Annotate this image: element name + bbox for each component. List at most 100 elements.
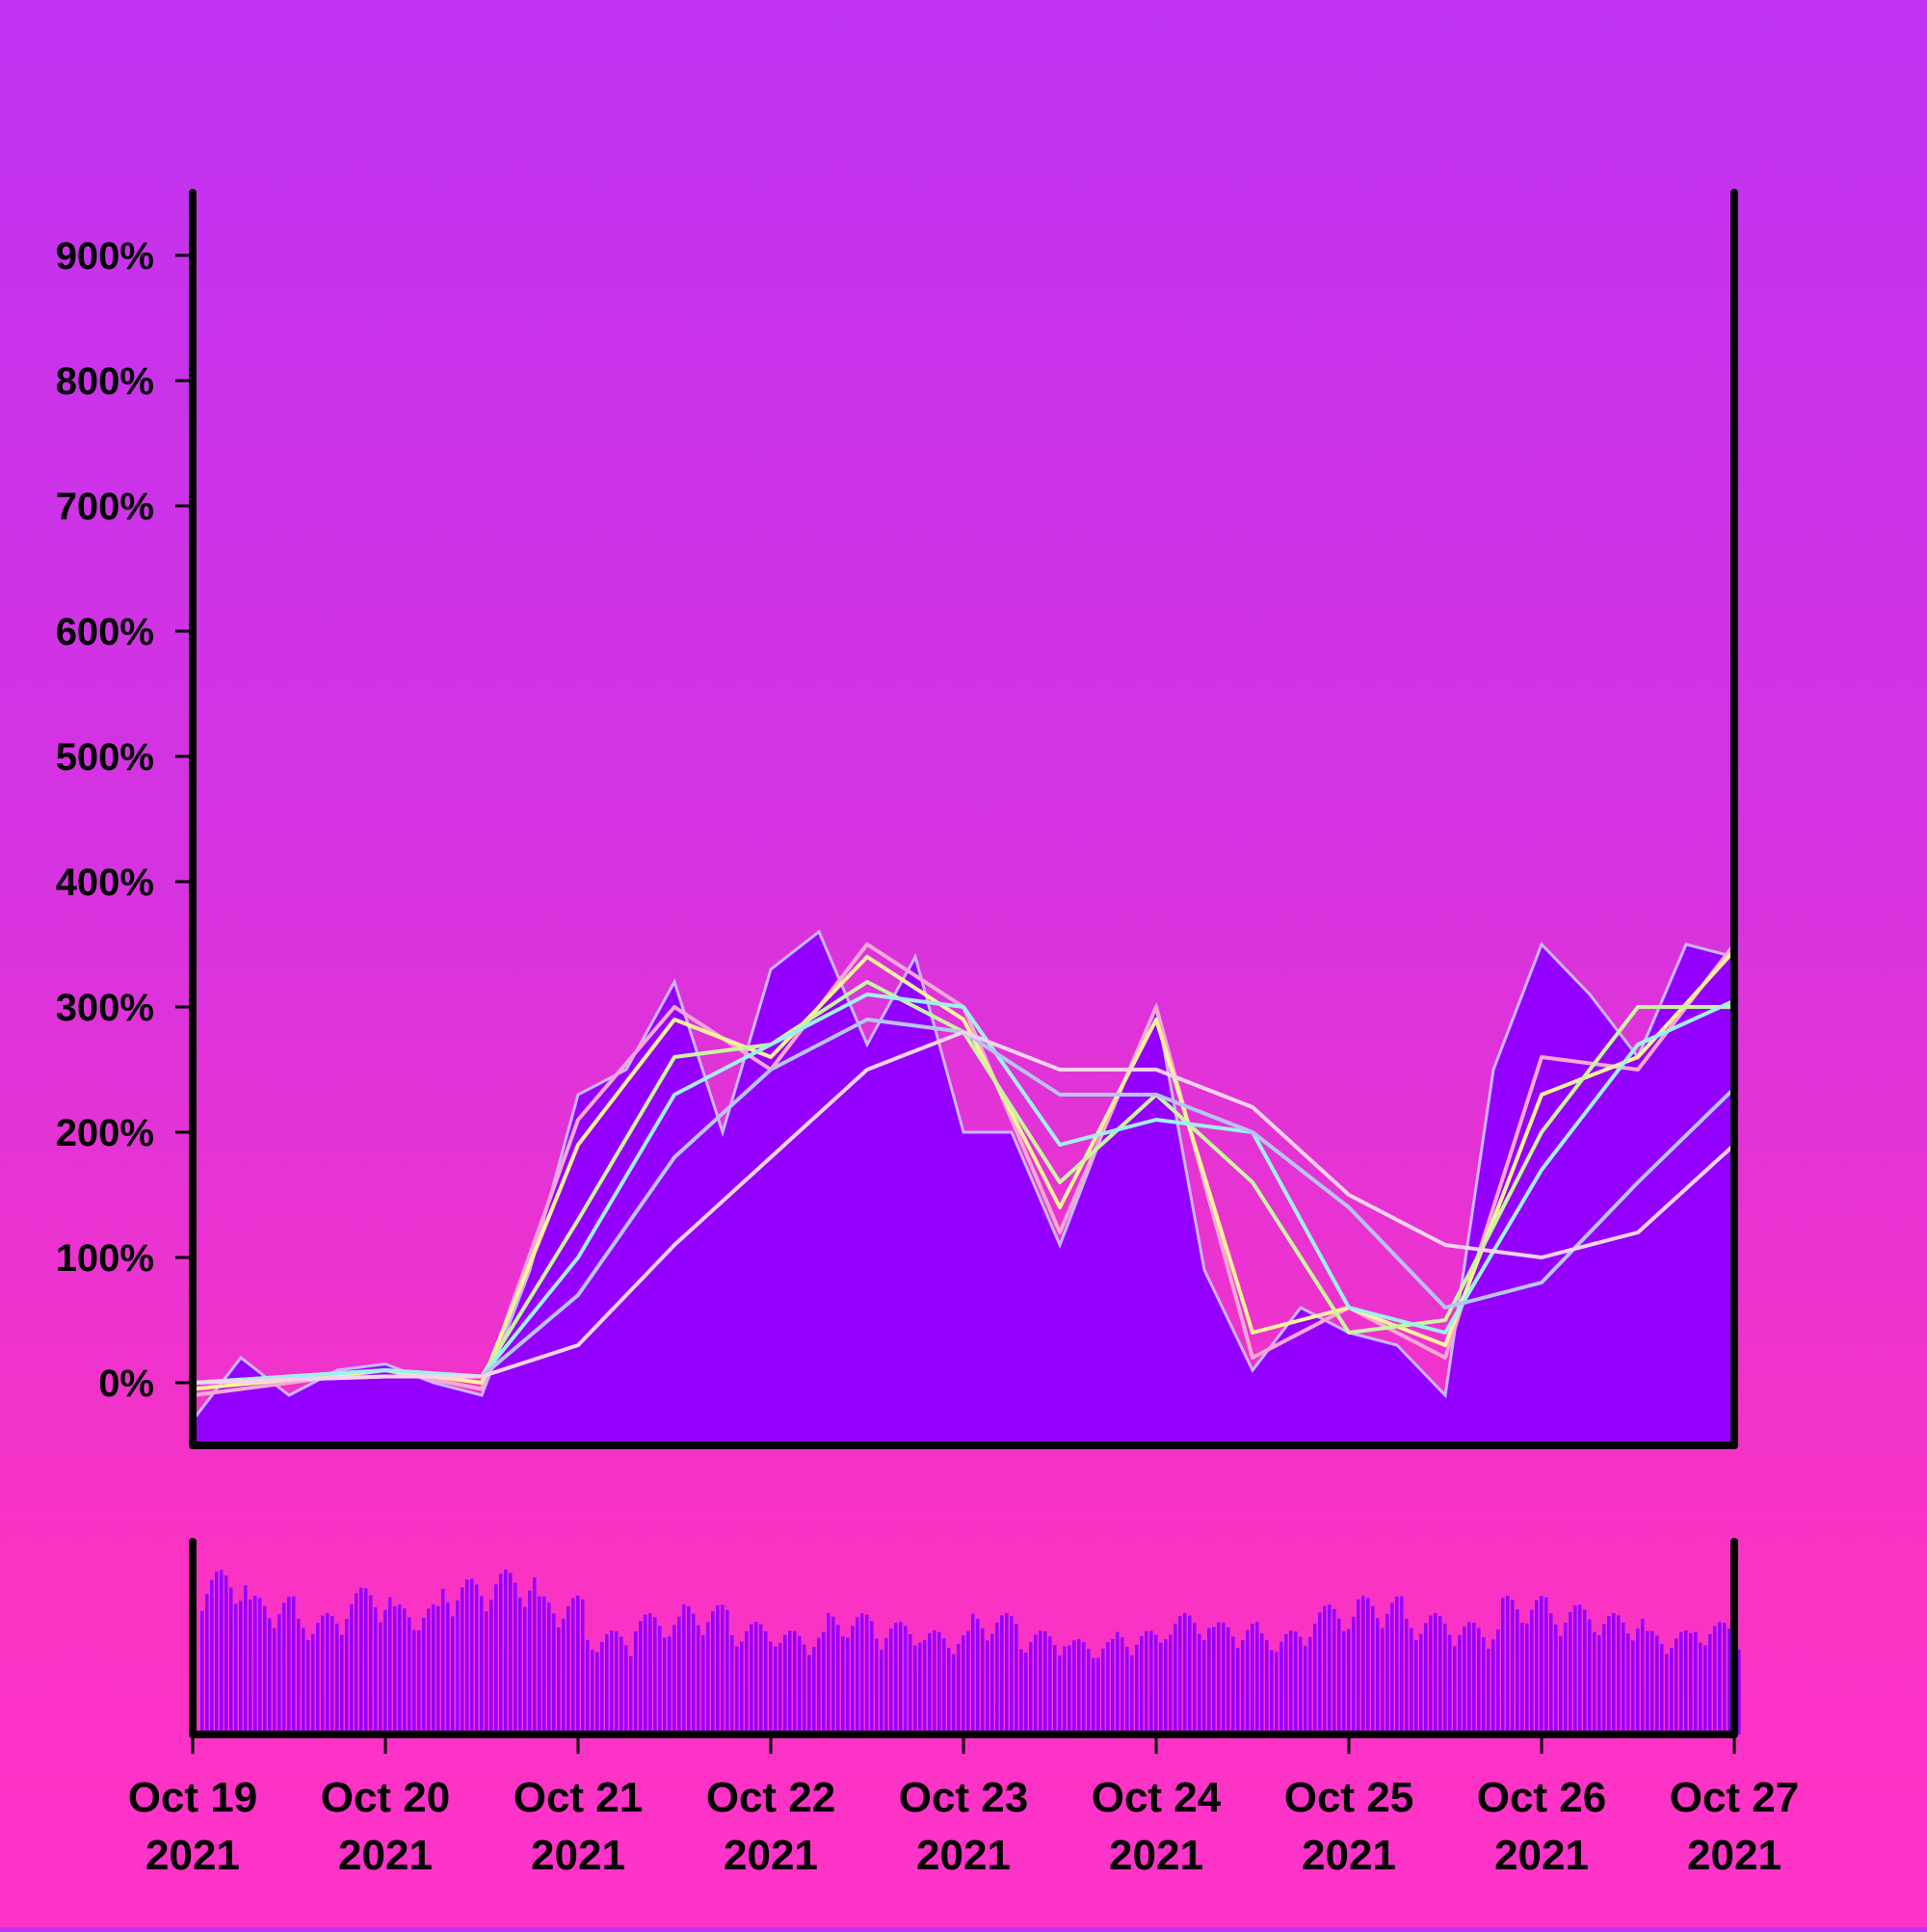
volume-bar bbox=[1087, 1649, 1091, 1734]
volume-bar bbox=[986, 1640, 990, 1734]
volume-bar bbox=[1694, 1631, 1698, 1734]
y-tick-label: 400% bbox=[56, 861, 154, 904]
volume-bar bbox=[663, 1637, 667, 1734]
x-tick-label-date: Oct 24 bbox=[1092, 1774, 1222, 1821]
volume-bar bbox=[1198, 1633, 1201, 1734]
volume-bar bbox=[1424, 1623, 1428, 1734]
volume-bar bbox=[1448, 1634, 1452, 1734]
volume-bar bbox=[1487, 1649, 1491, 1734]
volume-bar bbox=[210, 1579, 214, 1734]
volume-bar bbox=[1111, 1639, 1115, 1734]
volume-bar bbox=[1265, 1640, 1269, 1734]
volume-bar bbox=[870, 1621, 874, 1734]
volume-bar bbox=[1072, 1640, 1076, 1734]
volume-bar bbox=[1015, 1624, 1018, 1734]
volume-bar bbox=[518, 1597, 522, 1734]
volume-bar bbox=[1511, 1600, 1515, 1734]
volume-bar bbox=[754, 1622, 758, 1734]
volume-bar bbox=[1386, 1614, 1389, 1734]
volume-bar bbox=[470, 1578, 474, 1734]
volume-bar bbox=[851, 1626, 855, 1734]
volume-bar bbox=[880, 1649, 884, 1734]
volume-bar bbox=[933, 1630, 937, 1734]
volume-bar bbox=[793, 1630, 797, 1734]
volume-bar bbox=[1540, 1596, 1544, 1734]
plot-area bbox=[193, 929, 1734, 1445]
volume-bar bbox=[639, 1621, 643, 1734]
x-tick-label-year: 2021 bbox=[1302, 1832, 1396, 1879]
volume-bar bbox=[620, 1636, 623, 1734]
volume-bar bbox=[1708, 1634, 1712, 1734]
volume-bar bbox=[832, 1616, 835, 1734]
volume-bar bbox=[673, 1625, 676, 1734]
volume-bar bbox=[499, 1574, 503, 1734]
volume-bar bbox=[706, 1622, 710, 1734]
volume-bar bbox=[1641, 1619, 1645, 1734]
volume-bar bbox=[1458, 1634, 1462, 1734]
volume-bar bbox=[1260, 1633, 1264, 1734]
volume-bar bbox=[422, 1617, 426, 1734]
volume-bar bbox=[846, 1637, 850, 1734]
x-tick-label-year: 2021 bbox=[724, 1832, 818, 1879]
volume-bar bbox=[1116, 1631, 1120, 1734]
volume-bar bbox=[374, 1607, 378, 1734]
volume-panel bbox=[189, 1538, 1741, 1738]
volume-bar bbox=[1559, 1635, 1563, 1734]
volume-bar bbox=[258, 1598, 262, 1734]
volume-bar bbox=[509, 1573, 513, 1734]
volume-bar bbox=[928, 1632, 932, 1734]
volume-bar bbox=[687, 1606, 691, 1734]
volume-bar bbox=[1034, 1634, 1038, 1734]
volume-bar bbox=[249, 1600, 252, 1734]
volume-bar bbox=[504, 1570, 508, 1734]
volume-bar bbox=[1689, 1632, 1693, 1734]
volume-bar bbox=[1496, 1629, 1500, 1734]
volume-bar bbox=[446, 1601, 450, 1734]
volume-bar bbox=[1414, 1640, 1418, 1734]
y-tick-label: 500% bbox=[56, 736, 154, 779]
volume-bar bbox=[1622, 1622, 1625, 1734]
x-tick-label-date: Oct 26 bbox=[1477, 1774, 1607, 1821]
volume-bar bbox=[533, 1577, 537, 1734]
volume-bar bbox=[918, 1642, 922, 1734]
volume-bar bbox=[822, 1631, 826, 1734]
volume-bar bbox=[1024, 1652, 1028, 1734]
volume-bar bbox=[1058, 1655, 1062, 1734]
volume-bar bbox=[379, 1622, 383, 1734]
volume-bar bbox=[306, 1640, 310, 1734]
volume-bar bbox=[1626, 1633, 1630, 1734]
volume-bar bbox=[1578, 1604, 1582, 1734]
volume-bar bbox=[1318, 1612, 1322, 1734]
volume-bar bbox=[1516, 1609, 1519, 1734]
x-tick-label-year: 2021 bbox=[145, 1832, 240, 1879]
volume-bar bbox=[947, 1647, 951, 1734]
volume-bar bbox=[653, 1617, 657, 1734]
volume-bar bbox=[514, 1582, 517, 1734]
x-tick-label-year: 2021 bbox=[916, 1832, 1011, 1879]
volume-bar bbox=[224, 1575, 228, 1734]
y-tick-label: 800% bbox=[56, 360, 154, 403]
volume-bar bbox=[692, 1613, 696, 1734]
volume-bar bbox=[1650, 1630, 1654, 1734]
volume-bar bbox=[1145, 1630, 1148, 1734]
volume-bar bbox=[774, 1646, 778, 1734]
volume-bar bbox=[1063, 1646, 1067, 1734]
volume-bar bbox=[1207, 1628, 1211, 1734]
volume-bar bbox=[1236, 1648, 1240, 1734]
volume-bar bbox=[1169, 1634, 1173, 1734]
volume-bar bbox=[779, 1642, 782, 1734]
volume-bar bbox=[1183, 1613, 1187, 1734]
volume-bar bbox=[860, 1613, 864, 1734]
x-tick-label-year: 2021 bbox=[531, 1832, 625, 1879]
volume-bar bbox=[1299, 1636, 1303, 1734]
volume-bar bbox=[1323, 1605, 1327, 1734]
volume-bar bbox=[1241, 1640, 1245, 1734]
volume-bar bbox=[523, 1606, 527, 1734]
x-tick-label-date: Oct 23 bbox=[899, 1774, 1029, 1821]
volume-bar bbox=[297, 1618, 301, 1734]
volume-bar bbox=[884, 1637, 888, 1734]
volume-bar bbox=[287, 1596, 291, 1734]
volume-bar bbox=[1333, 1608, 1336, 1734]
volume-bar bbox=[701, 1634, 705, 1734]
volume-bar bbox=[436, 1605, 440, 1734]
